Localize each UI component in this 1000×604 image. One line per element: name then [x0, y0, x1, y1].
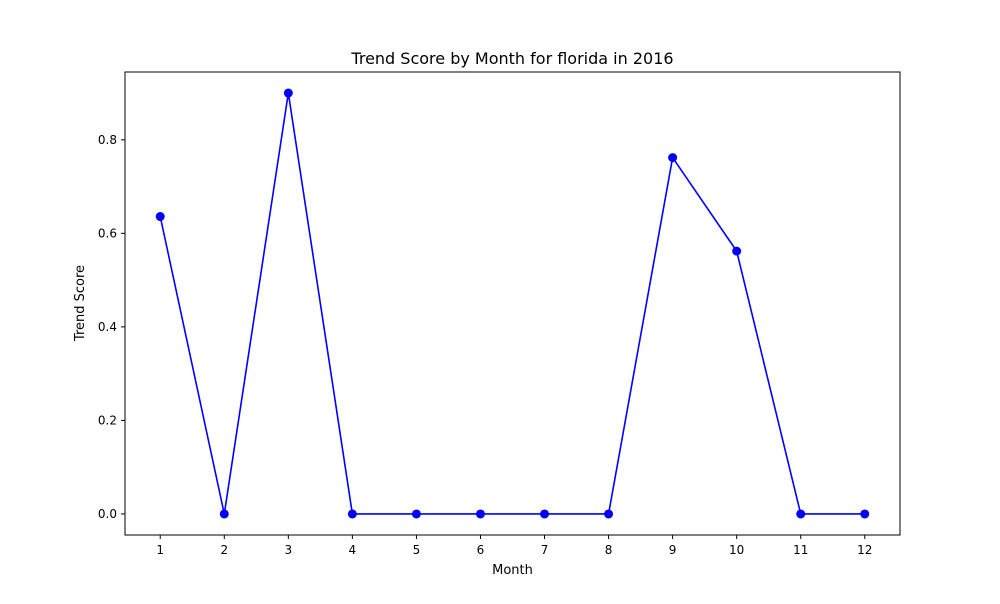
x-tick-label: 2: [220, 543, 228, 557]
x-tick-label: 7: [541, 543, 549, 557]
plot-frame: [124, 71, 901, 536]
x-axis-label: Month: [492, 563, 533, 578]
data-point: [411, 509, 421, 519]
x-tick-label: 4: [349, 543, 357, 557]
series-line: [159, 92, 865, 515]
data-point: [732, 246, 742, 256]
x-tick-label: 5: [413, 543, 421, 557]
data-point: [604, 509, 614, 519]
x-tick-label: 3: [285, 543, 293, 557]
x-tick-label: 10: [729, 543, 744, 557]
y-tick-label: 0.4: [98, 320, 117, 334]
x-tick-label: 12: [857, 543, 872, 557]
y-tick-label: 0.6: [98, 226, 117, 240]
x-tick-label: 1: [156, 543, 164, 557]
data-point: [347, 509, 357, 519]
x-tick-label: 11: [793, 543, 808, 557]
data-point: [283, 88, 293, 98]
x-tick-label: 9: [669, 543, 677, 557]
data-point: [796, 509, 806, 519]
x-tick-label: 8: [605, 543, 613, 557]
x-tick-label: 6: [477, 543, 485, 557]
data-point: [860, 509, 870, 519]
y-tick-label: 0.0: [98, 507, 117, 521]
data-point: [219, 509, 229, 519]
chart-title: Trend Score by Month for florida in 2016: [350, 49, 673, 68]
data-point: [540, 509, 550, 519]
y-tick-label: 0.2: [98, 413, 117, 427]
y-tick-label: 0.8: [98, 133, 117, 147]
data-point: [155, 212, 165, 222]
plot-area: 1 2 3 4 5 6 7 8 9 10 11 120.00.20.40.60.8: [98, 71, 901, 557]
data-point: [475, 509, 485, 519]
data-point: [668, 153, 678, 163]
y-axis-label: Trend Score: [73, 265, 88, 342]
